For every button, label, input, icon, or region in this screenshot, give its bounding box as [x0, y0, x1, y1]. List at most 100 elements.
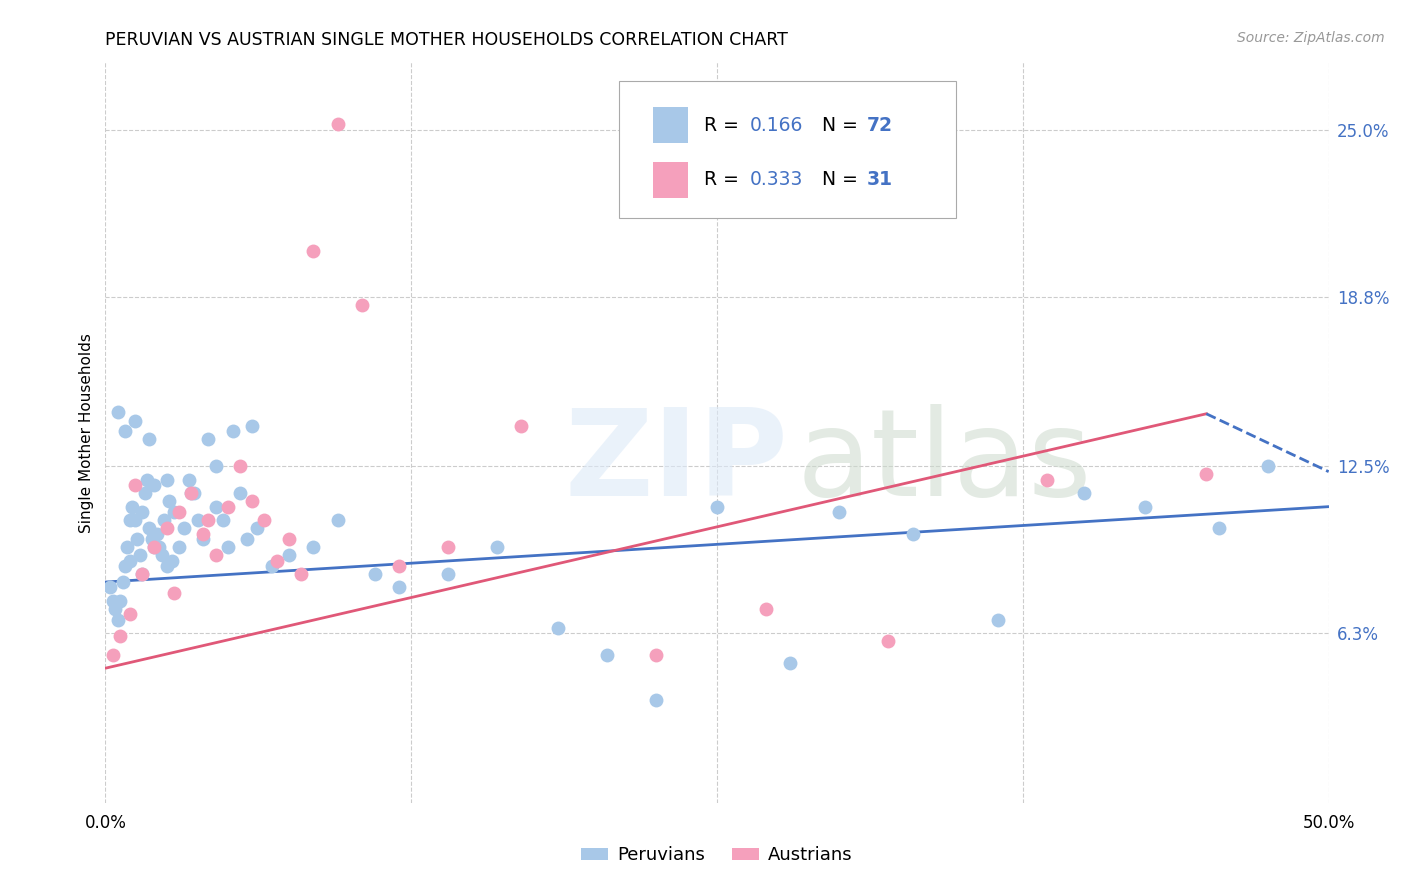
- Point: [156, 521, 179, 535]
- Point: [877, 634, 900, 648]
- Point: [644, 648, 668, 662]
- Point: [240, 494, 263, 508]
- Point: [547, 621, 569, 635]
- Point: [217, 500, 239, 514]
- Text: N =: N =: [823, 170, 865, 189]
- Point: [124, 513, 146, 527]
- Point: [117, 540, 139, 554]
- Point: [104, 602, 127, 616]
- Point: [197, 433, 219, 447]
- Point: [221, 424, 243, 438]
- Point: [1133, 500, 1156, 514]
- Point: [101, 594, 124, 608]
- Point: [136, 473, 159, 487]
- Point: [156, 558, 179, 573]
- Point: [229, 459, 252, 474]
- Point: [217, 540, 239, 554]
- Point: [111, 575, 134, 590]
- Point: [706, 500, 728, 514]
- Legend: Peruvians, Austrians: Peruvians, Austrians: [574, 839, 860, 871]
- Point: [204, 548, 226, 562]
- Point: [437, 540, 460, 554]
- Point: [141, 532, 163, 546]
- Point: [118, 607, 141, 622]
- Point: [180, 486, 202, 500]
- Point: [143, 540, 166, 554]
- Point: [157, 494, 180, 508]
- Point: [131, 505, 153, 519]
- Point: [180, 486, 202, 500]
- Point: [1195, 467, 1218, 482]
- Point: [204, 500, 226, 514]
- Point: [114, 558, 136, 573]
- Point: [134, 486, 156, 500]
- Point: [177, 473, 200, 487]
- Text: R =: R =: [703, 170, 745, 189]
- Bar: [654, 107, 688, 143]
- Text: 72: 72: [866, 115, 893, 135]
- Point: [173, 521, 195, 535]
- Point: [253, 513, 276, 527]
- Bar: [654, 162, 688, 198]
- Point: [160, 553, 183, 567]
- Point: [148, 540, 170, 554]
- Point: [246, 521, 269, 535]
- Point: [278, 548, 301, 562]
- Point: [302, 540, 325, 554]
- Point: [278, 532, 301, 546]
- Point: [1257, 459, 1279, 474]
- Point: [240, 418, 263, 433]
- Point: [596, 648, 619, 662]
- Y-axis label: Single Mother Households: Single Mother Households: [79, 333, 94, 533]
- Point: [107, 405, 129, 419]
- Point: [167, 505, 190, 519]
- Point: [1036, 473, 1059, 487]
- Point: [108, 629, 131, 643]
- Point: [266, 553, 288, 567]
- Text: ZIP: ZIP: [564, 404, 787, 521]
- FancyBboxPatch shape: [619, 81, 956, 218]
- Point: [124, 413, 146, 427]
- Point: [485, 540, 508, 554]
- Point: [388, 581, 411, 595]
- Point: [98, 581, 121, 595]
- Point: [204, 459, 226, 474]
- Point: [193, 532, 215, 546]
- Text: atlas: atlas: [797, 404, 1092, 521]
- Point: [510, 418, 533, 433]
- Point: [193, 526, 215, 541]
- Point: [197, 513, 219, 527]
- Point: [150, 548, 173, 562]
- Point: [118, 513, 141, 527]
- Point: [146, 526, 169, 541]
- Point: [118, 553, 141, 567]
- Point: [143, 540, 166, 554]
- Point: [121, 500, 143, 514]
- Point: [187, 513, 209, 527]
- Point: [101, 648, 124, 662]
- Point: [167, 540, 190, 554]
- Point: [326, 513, 349, 527]
- Point: [779, 656, 801, 670]
- Point: [212, 513, 235, 527]
- Point: [124, 478, 146, 492]
- Point: [183, 486, 205, 500]
- Point: [260, 558, 283, 573]
- Point: [352, 298, 374, 312]
- Point: [755, 602, 778, 616]
- Point: [131, 566, 153, 581]
- Point: [108, 594, 131, 608]
- Point: [138, 521, 160, 535]
- Point: [363, 566, 385, 581]
- Point: [302, 244, 325, 258]
- Point: [1073, 486, 1095, 500]
- Point: [138, 433, 160, 447]
- Point: [143, 478, 166, 492]
- Point: [127, 532, 149, 546]
- Point: [437, 566, 460, 581]
- Point: [236, 532, 259, 546]
- Point: [107, 613, 129, 627]
- Point: [229, 486, 252, 500]
- Point: [828, 505, 851, 519]
- Point: [987, 613, 1010, 627]
